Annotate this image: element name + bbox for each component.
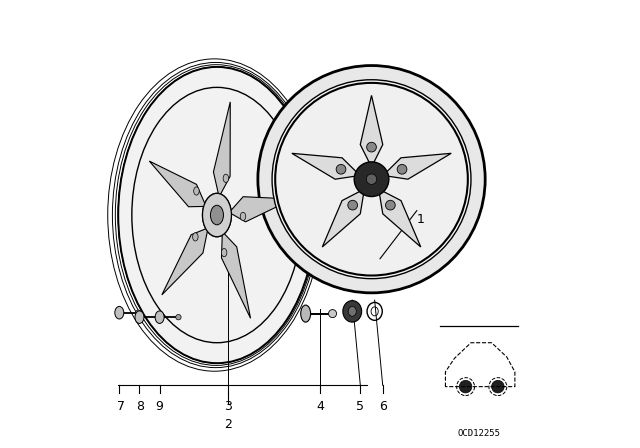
Circle shape [367, 142, 376, 152]
Circle shape [366, 174, 377, 185]
Ellipse shape [221, 249, 227, 257]
Circle shape [176, 314, 181, 320]
Ellipse shape [211, 205, 223, 225]
Text: 7: 7 [116, 400, 125, 413]
Circle shape [272, 80, 471, 279]
Text: 9: 9 [156, 400, 164, 413]
Circle shape [258, 65, 485, 293]
Ellipse shape [118, 67, 316, 363]
Polygon shape [149, 161, 206, 207]
Circle shape [460, 380, 472, 393]
Ellipse shape [202, 194, 232, 237]
Circle shape [136, 310, 141, 315]
Text: 2: 2 [224, 418, 232, 431]
Circle shape [348, 200, 358, 210]
Polygon shape [292, 153, 360, 179]
Text: OCD12255: OCD12255 [458, 429, 500, 438]
Circle shape [156, 314, 161, 320]
Polygon shape [360, 95, 383, 167]
Polygon shape [162, 228, 208, 295]
Ellipse shape [193, 233, 198, 241]
Polygon shape [229, 197, 293, 222]
Ellipse shape [223, 174, 228, 182]
Text: 3: 3 [224, 400, 232, 413]
Circle shape [354, 162, 389, 197]
Text: 1: 1 [417, 213, 425, 226]
Text: 4: 4 [316, 400, 324, 413]
Polygon shape [323, 189, 364, 247]
Ellipse shape [240, 212, 246, 220]
Circle shape [328, 310, 337, 318]
Ellipse shape [194, 187, 199, 195]
Circle shape [492, 380, 504, 393]
Ellipse shape [348, 306, 356, 316]
Ellipse shape [301, 305, 310, 322]
Circle shape [275, 83, 468, 276]
Circle shape [336, 164, 346, 174]
Polygon shape [383, 153, 451, 179]
Polygon shape [213, 102, 230, 197]
Ellipse shape [343, 301, 362, 322]
Text: 5: 5 [356, 400, 364, 413]
Circle shape [397, 164, 407, 174]
Ellipse shape [211, 205, 223, 225]
Ellipse shape [115, 306, 124, 319]
Polygon shape [221, 232, 250, 319]
Polygon shape [379, 189, 420, 247]
Ellipse shape [135, 311, 144, 323]
Text: 8: 8 [136, 400, 144, 413]
Ellipse shape [155, 311, 164, 323]
Ellipse shape [202, 194, 232, 237]
Text: 6: 6 [379, 400, 387, 413]
Circle shape [385, 200, 396, 210]
